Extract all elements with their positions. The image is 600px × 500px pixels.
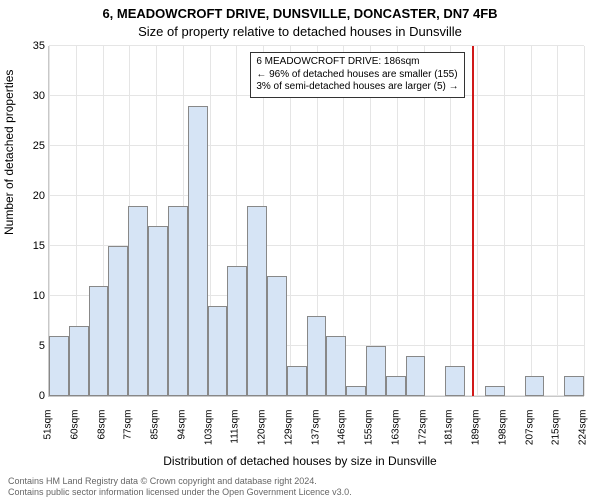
x-tick-label: 68sqm (96, 410, 107, 450)
annotation-line: 3% of semi-detached houses are larger (5… (256, 81, 458, 94)
gridline-v (557, 46, 558, 396)
y-tick-label: 10 (30, 290, 45, 302)
gridline-v (424, 46, 425, 396)
gridline-v (397, 46, 398, 396)
histogram-bar (307, 316, 327, 396)
x-tick-label: 155sqm (364, 410, 375, 450)
histogram-bar (227, 266, 247, 396)
y-axis-label: Number of detached properties (2, 70, 16, 235)
histogram-bar (148, 226, 168, 396)
x-tick-label: 172sqm (417, 410, 428, 450)
annotation-box: 6 MEADOWCROFT DRIVE: 186sqm← 96% of deta… (250, 52, 464, 98)
gridline-v (290, 46, 291, 396)
x-axis-label: Distribution of detached houses by size … (0, 454, 600, 468)
chart-title-address: 6, MEADOWCROFT DRIVE, DUNSVILLE, DONCAST… (0, 6, 600, 21)
histogram-bar (564, 376, 584, 396)
license-line1: Contains HM Land Registry data © Crown c… (8, 476, 352, 487)
histogram-bar (89, 286, 109, 396)
histogram-bar (525, 376, 545, 396)
y-tick-label: 20 (30, 190, 45, 202)
chart-subtitle: Size of property relative to detached ho… (0, 24, 600, 39)
x-tick-label: 103sqm (203, 410, 214, 450)
histogram-bar (445, 366, 465, 396)
y-tick-label: 5 (30, 340, 45, 352)
x-tick-label: 77sqm (123, 410, 134, 450)
gridline-v (477, 46, 478, 396)
license-line2: Contains public sector information licen… (8, 487, 352, 498)
histogram-bar (485, 386, 505, 396)
histogram-bar (346, 386, 366, 396)
y-tick-label: 25 (30, 140, 45, 152)
x-tick-label: 137sqm (310, 410, 321, 450)
gridline-v (370, 46, 371, 396)
y-tick-label: 0 (30, 390, 45, 402)
histogram-bar (406, 356, 426, 396)
gridline-v (584, 46, 585, 396)
reference-line (472, 46, 474, 396)
histogram-bar (168, 206, 188, 396)
x-tick-label: 146sqm (337, 410, 348, 450)
license-text: Contains HM Land Registry data © Crown c… (8, 476, 352, 498)
gridline-v (450, 46, 451, 396)
histogram-bar (208, 306, 228, 396)
x-tick-label: 85sqm (150, 410, 161, 450)
x-tick-label: 163sqm (390, 410, 401, 450)
x-tick-label: 94sqm (176, 410, 187, 450)
x-tick-label: 51sqm (43, 410, 54, 450)
histogram-bar (128, 206, 148, 396)
histogram-bar (366, 346, 386, 396)
x-tick-label: 207sqm (524, 410, 535, 450)
gridline-v (531, 46, 532, 396)
y-tick-label: 35 (30, 40, 45, 52)
x-tick-label: 129sqm (283, 410, 294, 450)
histogram-bar (69, 326, 89, 396)
x-tick-label: 111sqm (230, 410, 241, 450)
x-tick-label: 198sqm (497, 410, 508, 450)
chart-plot-area (48, 46, 584, 397)
x-tick-label: 120sqm (257, 410, 268, 450)
histogram-bar (108, 246, 128, 396)
gridline-v (504, 46, 505, 396)
annotation-line: ← 96% of detached houses are smaller (15… (256, 69, 458, 82)
histogram-bar (49, 336, 69, 396)
histogram-bar (326, 336, 346, 396)
histogram-bar (287, 366, 307, 396)
histogram-bar (386, 376, 406, 396)
x-tick-label: 215sqm (551, 410, 562, 450)
x-tick-label: 189sqm (471, 410, 482, 450)
histogram-bar (247, 206, 267, 396)
histogram-bar (267, 276, 287, 396)
annotation-line: 6 MEADOWCROFT DRIVE: 186sqm (256, 56, 458, 69)
x-tick-label: 181sqm (444, 410, 455, 450)
x-tick-label: 224sqm (578, 410, 589, 450)
y-tick-label: 30 (30, 90, 45, 102)
x-tick-label: 60sqm (69, 410, 80, 450)
y-tick-label: 15 (30, 240, 45, 252)
histogram-bar (188, 106, 208, 396)
